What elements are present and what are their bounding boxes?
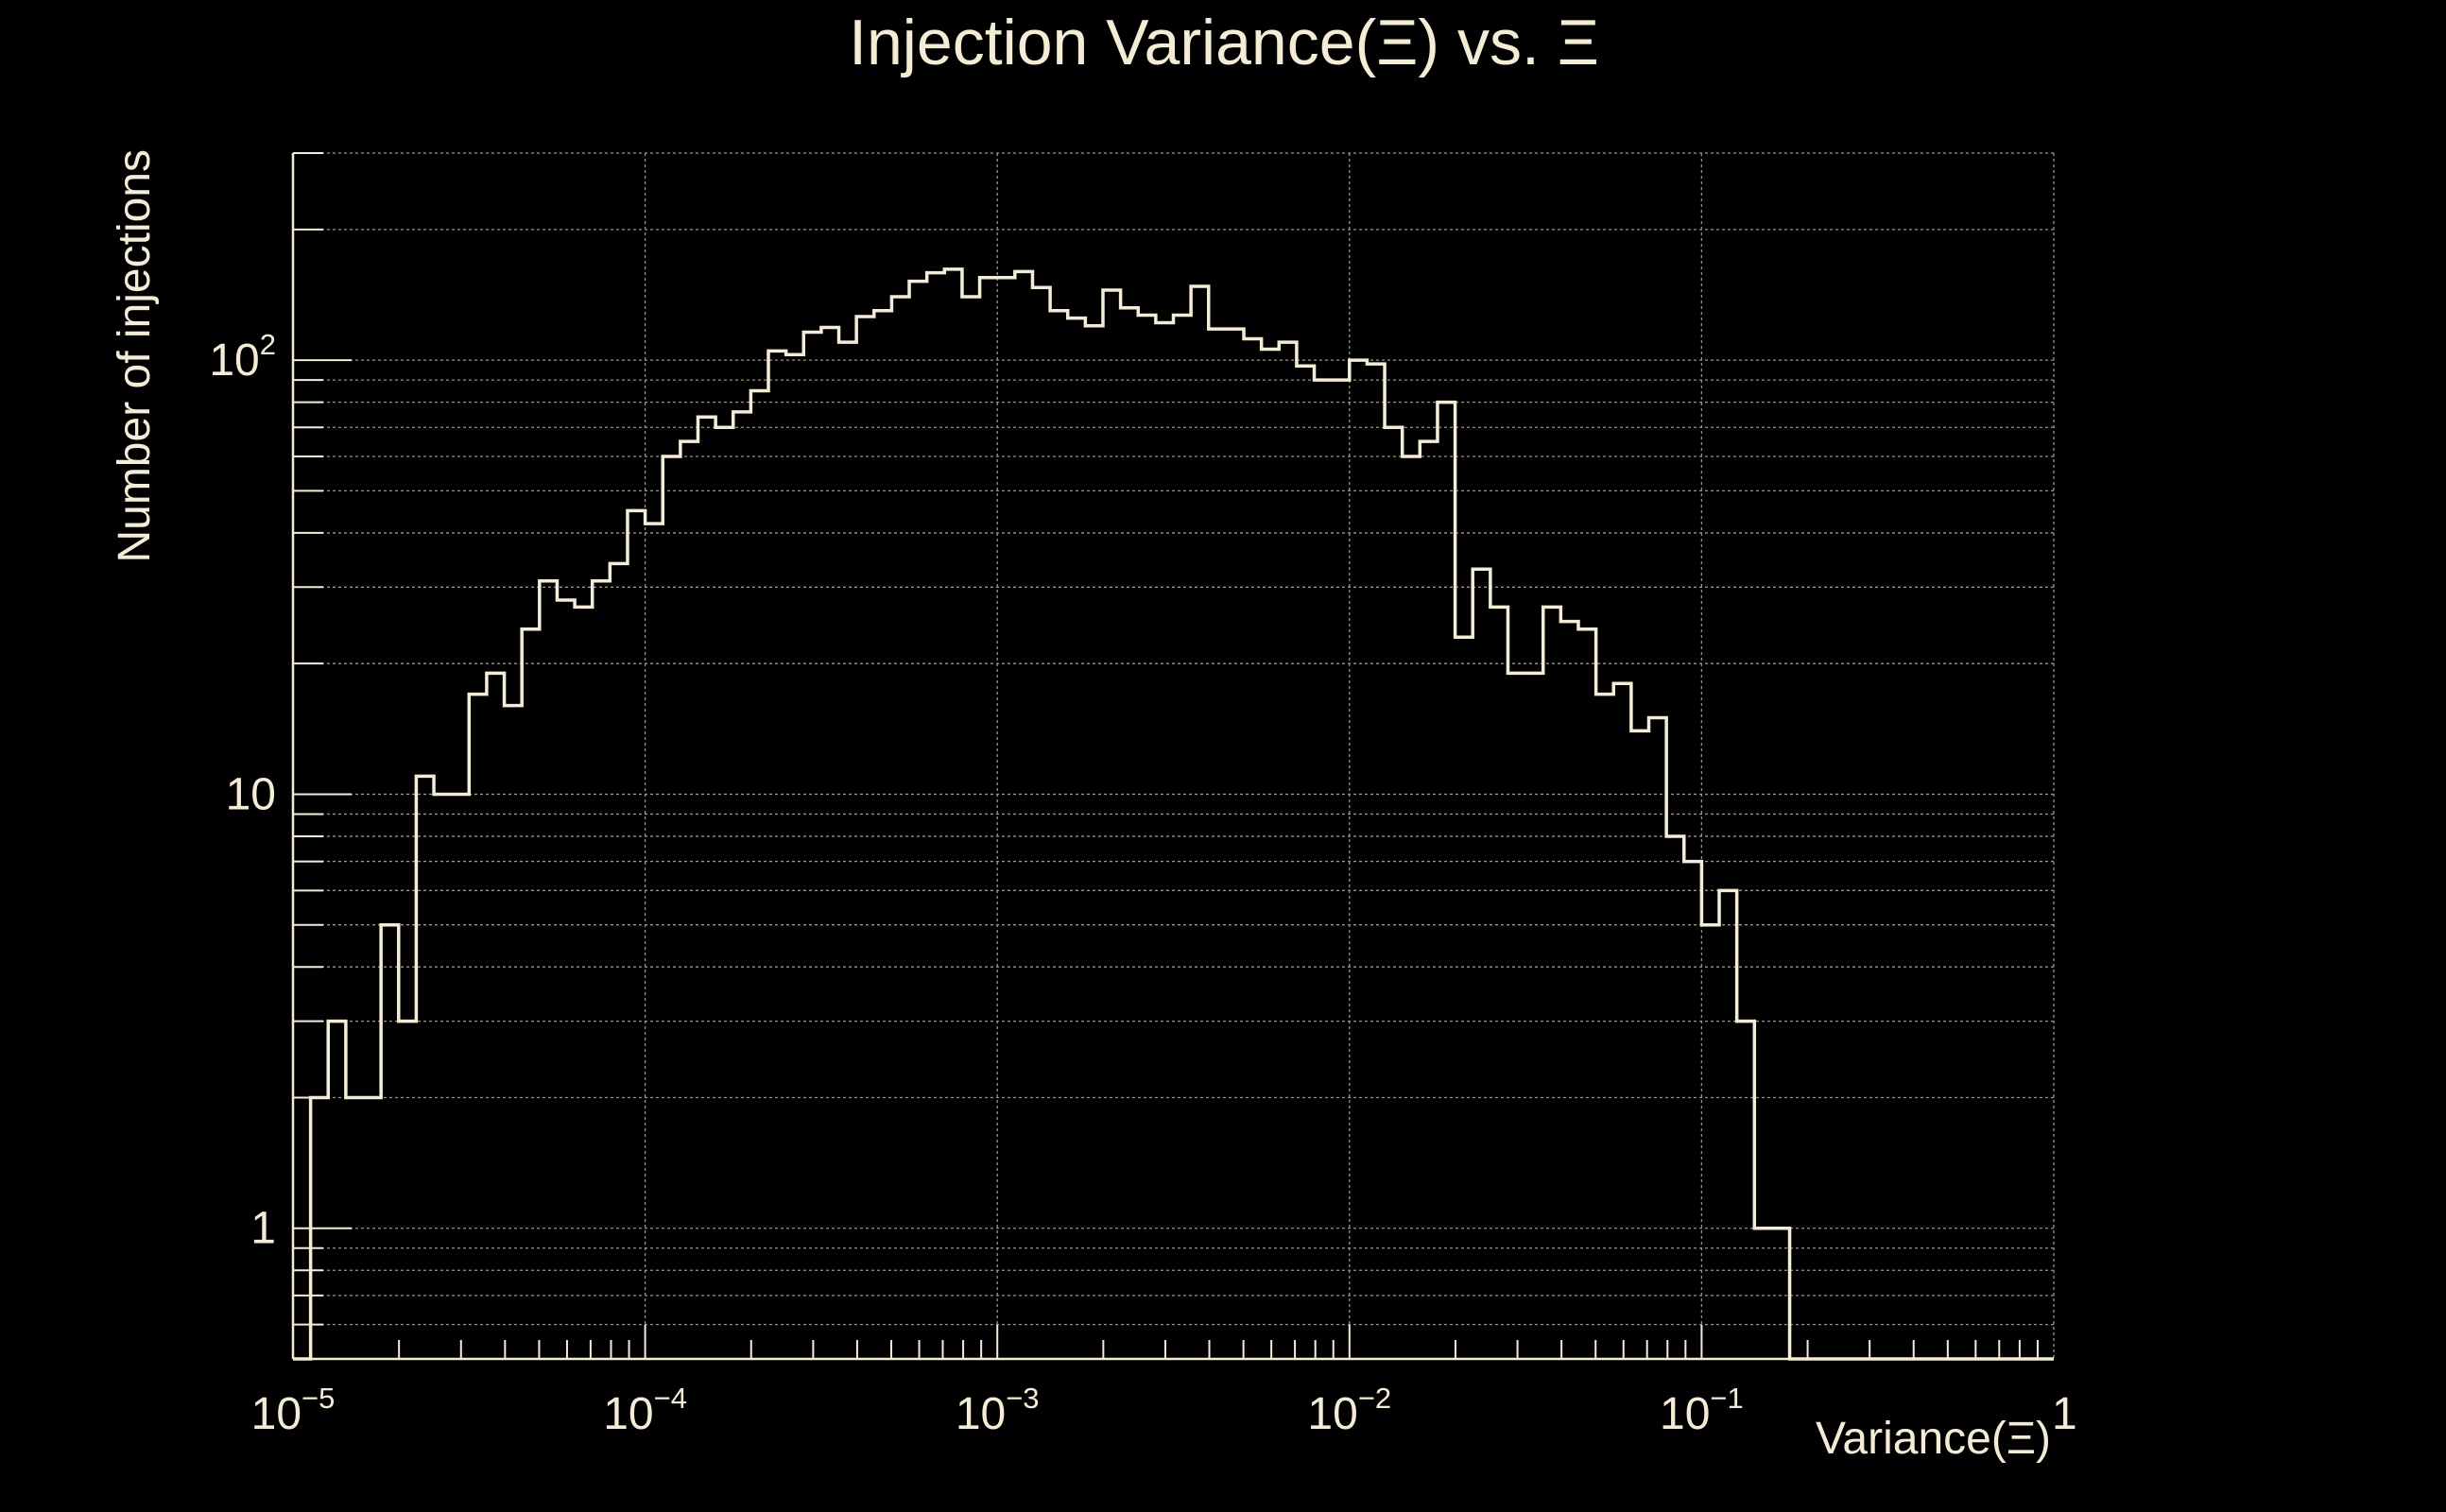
x-tick-label: 10−3 <box>956 1382 1040 1439</box>
y-tick-label: 1 <box>250 1204 276 1254</box>
y-tick-label: 10 <box>226 769 276 819</box>
x-tick-label: 1 <box>2052 1389 2077 1439</box>
minor-ticks <box>292 152 2039 1360</box>
axes <box>291 153 2054 1361</box>
x-tick-label: 10−4 <box>603 1382 687 1439</box>
x-tick-label: 10−5 <box>251 1382 336 1439</box>
grid-lines <box>292 152 2055 1360</box>
x-tick-label: 10−2 <box>1307 1382 1391 1439</box>
y-tick-labels: 1 10 102 <box>209 328 276 1254</box>
chart-title: Injection Variance(Ξ) vs. Ξ <box>849 7 1599 78</box>
x-tick-label: 10−1 <box>1660 1382 1744 1439</box>
histogram-series-line <box>293 267 2054 1361</box>
x-tick-labels: 10−5 10−4 10−3 10−2 10−1 1 <box>251 1382 2077 1439</box>
x-axis-label: Variance(Ξ) <box>1816 1414 2051 1464</box>
y-tick-label: 102 <box>209 328 276 386</box>
y-axis-label: Number of injections <box>110 149 160 563</box>
